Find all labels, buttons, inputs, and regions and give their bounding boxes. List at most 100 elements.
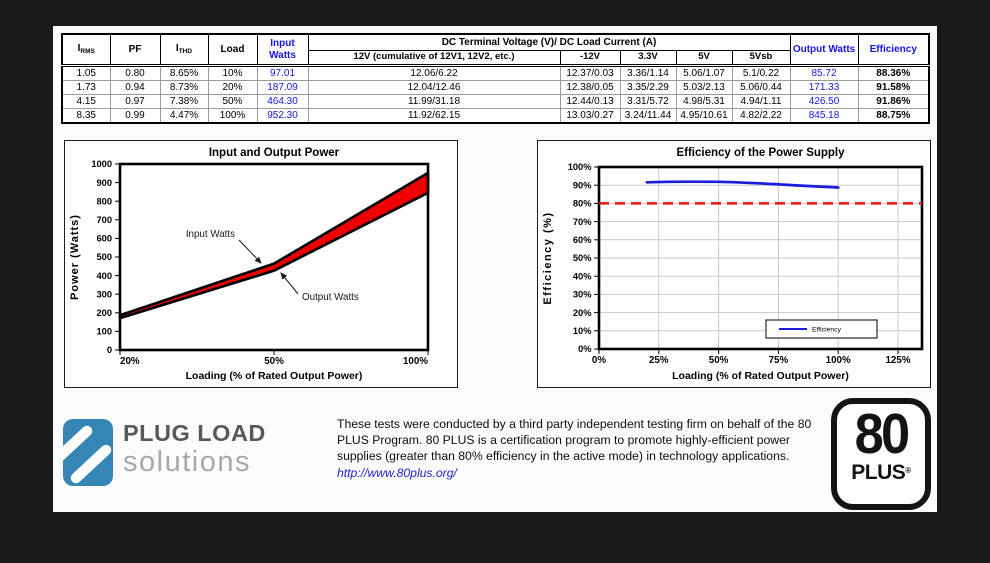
input-output-power-chartbox: Input and Output Power 0 100 200 300 400 500 60… — [64, 140, 458, 388]
table-row: 1.73 0.94 8.73% 20% 187.09 12.04/12.46 12.38/0… — [61, 80, 930, 95]
col-header-12v: 12V (cumulative of 12V1, 12V2, etc.) — [307, 50, 561, 66]
table-cell: 0.80 — [109, 65, 161, 81]
annotation-input-watts: Input Watts — [186, 229, 235, 240]
table-cell: 88.75% — [857, 108, 930, 124]
80-plus-logo: 80 PLUS® — [831, 398, 931, 510]
x-tick-label: 100% — [826, 355, 851, 366]
table-cell: 4.95/10.61 — [675, 108, 733, 124]
y-tick-label: 700 — [96, 215, 112, 225]
y-tick-label: 90% — [573, 180, 592, 190]
table-cell: 12.04/12.46 — [307, 80, 561, 95]
table-cell: 3.31/5.72 — [619, 94, 677, 109]
col-header-neg12v: -12V — [559, 50, 621, 66]
table-cell: 91.58% — [857, 80, 930, 95]
y-tick-label: 80% — [573, 199, 592, 209]
legend-label: Efficiency — [812, 327, 842, 334]
table-cell: 4.98/5.31 — [675, 94, 733, 109]
table-cell: 100% — [207, 108, 258, 124]
x-tick-label: 100% — [403, 356, 428, 367]
plug-load-solutions-wordmark: PLUG LOAD solutions — [123, 421, 266, 478]
table-cell: 426.50 — [789, 94, 859, 109]
table-cell: 845.18 — [789, 108, 859, 124]
table-cell: 88.36% — [857, 65, 930, 81]
annotation-output-watts: Output Watts — [302, 292, 359, 303]
x-tick-label: 0% — [592, 355, 606, 366]
y-tick-label: 100% — [568, 162, 593, 172]
table-cell: 5.06/1.07 — [675, 65, 733, 81]
chart-title: Efficiency of the Power Supply — [676, 147, 845, 159]
table-cell: 20% — [207, 80, 258, 95]
y-tick-label: 40% — [573, 271, 592, 281]
table-cell: 85.72 — [789, 65, 859, 81]
table-cell: 952.30 — [256, 108, 309, 124]
y-tick-label: 20% — [573, 308, 592, 318]
legend-box — [765, 319, 878, 339]
col-header-5v: 5V — [675, 50, 733, 66]
80-plus-logo-number: 80 — [854, 402, 911, 466]
y-tick-label: 50% — [573, 253, 592, 263]
table-cell: 0.99 — [109, 108, 161, 124]
col-header-load: Load — [207, 33, 258, 66]
table-cell: 13.03/0.27 — [559, 108, 621, 124]
table-row: 4.15 0.97 7.38% 50% 464.30 11.99/31.18 12.44/0… — [61, 94, 930, 109]
power-chart-content: Input and Output Power 0 100 200 300 400 500 60… — [69, 147, 430, 382]
y-axis-title: Power (Watts) — [69, 214, 81, 300]
y-tick-label: 800 — [96, 196, 112, 206]
table-cell: 11.99/31.18 — [307, 94, 561, 109]
table-body: 1.05 0.80 8.65% 10% 97.01 12.06/6.22 12.37/0.0… — [61, 65, 930, 124]
efficiency-chart: Efficiency of the Power Supply 0% 10% 20% 30… — [542, 147, 924, 382]
80plus-link[interactable]: http://www.80plus.org/ — [337, 465, 457, 480]
col-header-5vsb: 5Vsb — [731, 50, 791, 66]
table-cell: 1.73 — [61, 80, 111, 95]
table-cell: 3.24/11.44 — [619, 108, 677, 124]
col-header-pf: PF — [109, 33, 161, 66]
table-cell: 4.15 — [61, 94, 111, 109]
table-row: 1.05 0.80 8.65% 10% 97.01 12.06/6.22 12.37/0.0… — [61, 65, 930, 81]
col-header-output-watts: Output Watts — [789, 33, 859, 66]
table-cell: 1.05 — [61, 65, 111, 81]
table-cell: 171.33 — [789, 80, 859, 95]
test-results-table: IRMS PF ITHD Load Input Watts DC Termina… — [61, 33, 931, 124]
report-panel: IRMS PF ITHD Load Input Watts DC Termina… — [53, 26, 937, 512]
table-cell: 5.1/0.22 — [731, 65, 791, 81]
table-cell: 5.06/0.44 — [731, 80, 791, 95]
table-cell: 5.03/2.13 — [675, 80, 733, 95]
col-header-irms: IRMS — [61, 33, 111, 66]
col-header-ithd: ITHD — [159, 33, 209, 66]
table-cell: 12.37/0.03 — [559, 65, 621, 81]
table-cell: 12.06/6.22 — [307, 65, 561, 81]
y-tick-label: 1000 — [91, 159, 112, 169]
col-header-dc-group: DC Terminal Voltage (V)/ DC Load Current… — [307, 33, 791, 51]
disclaimer-body: These tests were conducted by a third pa… — [337, 417, 812, 464]
plug-load-solutions-icon — [63, 419, 113, 486]
y-tick-label: 500 — [96, 252, 112, 262]
registered-mark: ® — [905, 466, 911, 476]
annotation-arrow — [238, 239, 262, 264]
col-header-3v3: 3.3V — [619, 50, 677, 66]
table-cell: 4.94/1.11 — [731, 94, 791, 109]
80-plus-logo-word: PLUS® — [851, 461, 911, 485]
efficiency-line — [645, 180, 840, 189]
x-tick-label: 75% — [769, 355, 789, 366]
table-cell: 8.73% — [159, 80, 209, 95]
y-tick-label: 900 — [96, 178, 112, 188]
x-tick-label: 25% — [649, 355, 669, 366]
table-cell: 4.82/2.22 — [731, 108, 791, 124]
disclaimer-text: These tests were conducted by a third pa… — [337, 416, 834, 481]
table-cell: 7.38% — [159, 94, 209, 109]
y-tick-label: 30% — [573, 290, 592, 300]
table-cell: 50% — [207, 94, 258, 109]
brand-subtitle: solutions — [123, 445, 251, 478]
y-tick-label: 400 — [96, 271, 112, 281]
y-tick-label: 0% — [578, 344, 592, 354]
col-header-efficiency: Efficiency — [857, 33, 930, 66]
y-tick-label: 10% — [573, 326, 592, 336]
table-cell: 10% — [207, 65, 258, 81]
table-cell: 464.30 — [256, 94, 309, 109]
y-tick-label: 200 — [96, 308, 112, 318]
power-band — [118, 171, 430, 320]
efficiency-chartbox: Efficiency of the Power Supply 0% 10% 20% 30… — [537, 140, 931, 388]
x-tick-label: 50% — [709, 355, 729, 366]
y-tick-label: 70% — [573, 217, 592, 227]
